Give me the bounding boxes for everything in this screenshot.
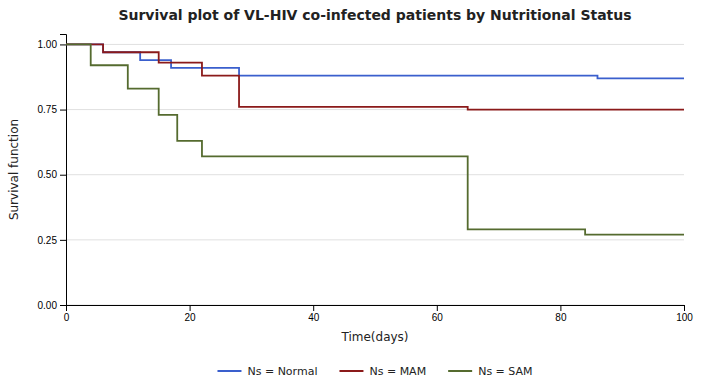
tick-label: 0.00 [38,300,58,311]
axis-line [60,35,67,306]
tick: 100 [676,305,693,323]
tick-label: 80 [555,312,567,323]
tick-mark [190,305,191,311]
tick-label: 0.25 [38,235,58,246]
grid-line [66,239,684,240]
legend: Ns = Normal Ns = MAM Ns = SAM [217,365,532,378]
y-axis: 0.00 0.25 0.50 0.75 1.00 [38,35,67,311]
tick-mark [560,305,561,311]
tick: 1.00 [38,39,66,50]
legend-label: Ns = SAM [478,365,532,378]
tick-mark [437,305,438,311]
tick-mark [60,175,66,176]
x-axis-title: Time(days) [340,330,408,344]
legend-label: Ns = MAM [369,365,426,378]
legend-item: Ns = SAM [448,365,532,378]
tick: 60 [432,305,444,323]
plot-area: 0 20 40 60 80 100 0.00 0.25 0.50 0.75 1.00 [38,35,694,324]
tick: 0.50 [38,169,66,180]
tick-label: 0 [64,312,70,323]
tick-mark [60,240,66,241]
grid-line [66,174,684,175]
series-line [66,44,684,234]
legend-swatch [339,370,363,372]
tick-label: 60 [432,312,444,323]
tick-label: 40 [308,312,320,323]
tick: 0 [64,305,70,323]
tick: 0.00 [38,300,66,311]
lines [66,44,684,234]
tick-mark [60,305,66,306]
chart: 0 20 40 60 80 100 0.00 0.25 0.50 0.75 1.00 Survival… [0,0,708,387]
x-axis: 0 20 40 60 80 100 [64,305,694,323]
axis-line [67,306,685,312]
tick-mark [313,305,314,311]
legend-swatch [448,370,472,372]
tick: 0.25 [38,235,66,246]
tick: 40 [308,305,320,323]
tick-label: 0.75 [38,104,58,115]
legend-item: Ns = MAM [339,365,426,378]
legend-item: Ns = Normal [217,365,317,378]
tick-mark [684,305,685,311]
tick-mark [60,44,66,45]
y-axis-title: Survival function [7,119,21,220]
legend-label: Ns = Normal [247,365,317,378]
title: Survival plot of VL-HIV co-infected pati… [118,7,631,23]
tick-label: 20 [185,312,197,323]
grid [66,44,684,305]
tick-label: 1.00 [38,39,58,50]
tick: 80 [555,305,567,323]
legend-swatch [217,370,241,372]
grid-line [66,44,684,45]
tick-label: 0.50 [38,169,58,180]
tick-label: 100 [676,312,693,323]
tick: 20 [185,305,197,323]
tick-mark [60,110,66,111]
tick: 0.75 [38,104,66,115]
